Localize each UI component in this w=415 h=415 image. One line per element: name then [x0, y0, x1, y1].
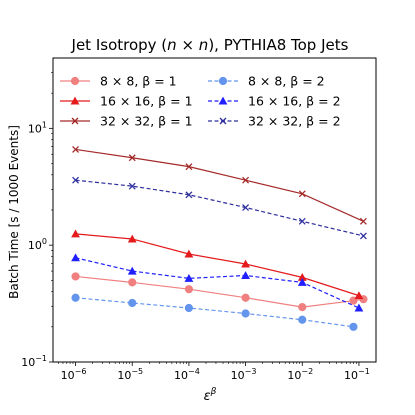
data-point — [128, 182, 136, 190]
legend-marker — [218, 96, 228, 105]
legend-label: 32 × 32, β = 1 — [100, 114, 193, 129]
series-3 — [72, 145, 367, 225]
x-tick-label: 10−4 — [174, 367, 200, 382]
series-line — [75, 179, 364, 237]
data-point — [71, 253, 80, 262]
data-point — [71, 229, 80, 238]
legend-item: 16 × 16, β = 1 — [60, 94, 193, 109]
legend-marker — [70, 96, 80, 105]
series-line — [75, 275, 364, 308]
data-point — [298, 303, 307, 312]
data-point — [241, 293, 250, 302]
legend-marker — [219, 117, 227, 125]
data-point — [128, 154, 136, 162]
legend-item: 8 × 8, β = 2 — [208, 74, 325, 89]
legend-marker — [71, 117, 79, 125]
legend-item: 16 × 16, β = 2 — [208, 94, 341, 109]
series-line — [75, 257, 360, 309]
data-point — [242, 204, 250, 211]
legend-label: 16 × 16, β = 2 — [248, 94, 341, 109]
data-point — [184, 303, 194, 313]
data-point — [298, 217, 306, 225]
data-point — [185, 191, 193, 199]
data-point — [241, 259, 250, 268]
data-point — [359, 232, 367, 240]
data-point — [127, 234, 137, 243]
series-line — [75, 233, 360, 297]
chart-title: Jet Isotropy (n × n), PYTHIA8 Top Jets — [71, 36, 349, 54]
x-tick-label: 10−2 — [287, 367, 313, 382]
series-line — [75, 297, 354, 328]
data-point — [71, 272, 80, 281]
data-point — [298, 315, 307, 324]
y-tick-label: 10−1 — [21, 354, 47, 369]
series-5 — [71, 253, 364, 312]
series-2 — [71, 229, 364, 300]
data-point — [72, 176, 80, 184]
data-point — [241, 309, 250, 318]
x-tick-label: 10−6 — [61, 367, 87, 382]
data-point — [71, 293, 80, 302]
data-point — [128, 278, 137, 287]
series-6 — [72, 176, 367, 240]
data-point — [349, 322, 358, 331]
data-point — [242, 176, 250, 184]
data-point — [298, 190, 306, 198]
legend-item: 8 × 8, β = 1 — [60, 74, 177, 89]
plot-frame — [52, 57, 377, 363]
data-point — [354, 291, 364, 300]
legend-item: 32 × 32, β = 2 — [208, 114, 341, 129]
legend-label: 8 × 8, β = 1 — [100, 74, 177, 89]
legend-label: 8 × 8, β = 2 — [248, 74, 325, 89]
data-point — [127, 266, 137, 275]
axis-ticks: 10−6 10−5 10−4 10−3 10−2 10−1 10−1 100 101 — [21, 72, 370, 382]
data-point — [184, 249, 194, 258]
data-point — [184, 273, 194, 282]
data-point — [359, 217, 367, 225]
data-point — [184, 285, 194, 294]
data-point — [297, 272, 307, 281]
x-tick-label: 10−5 — [117, 367, 143, 382]
y-tick-label: 100 — [28, 237, 47, 252]
data-point — [72, 145, 80, 153]
y-axis-label: Batch Time [s / 1000 Events] — [7, 125, 21, 299]
legend-marker — [70, 76, 80, 86]
data-point — [185, 163, 193, 171]
data-point — [128, 298, 137, 308]
series-1 — [71, 272, 368, 312]
series-4 — [71, 293, 358, 331]
legend-marker — [218, 76, 228, 86]
legend-item: 32 × 32, β = 1 — [60, 114, 193, 129]
data-point — [241, 271, 250, 280]
legend: 8 × 8, β = 1 16 × 16, β = 1 32 × 32, β = 1… — [60, 74, 341, 129]
y-tick-label: 101 — [28, 120, 47, 135]
legend-label: 16 × 16, β = 1 — [100, 94, 193, 109]
data-point — [297, 278, 307, 286]
series-line — [75, 148, 364, 222]
x-tick-label: 10−3 — [231, 367, 257, 382]
x-axis-label: εβ — [204, 387, 217, 404]
legend-label: 32 × 32, β = 2 — [248, 114, 341, 129]
data-point — [354, 303, 364, 312]
x-tick-label: 10−1 — [344, 367, 370, 382]
plot-area: 10−6 10−5 10−4 10−3 10−2 10−1 10−1 100 101 — [21, 57, 377, 382]
